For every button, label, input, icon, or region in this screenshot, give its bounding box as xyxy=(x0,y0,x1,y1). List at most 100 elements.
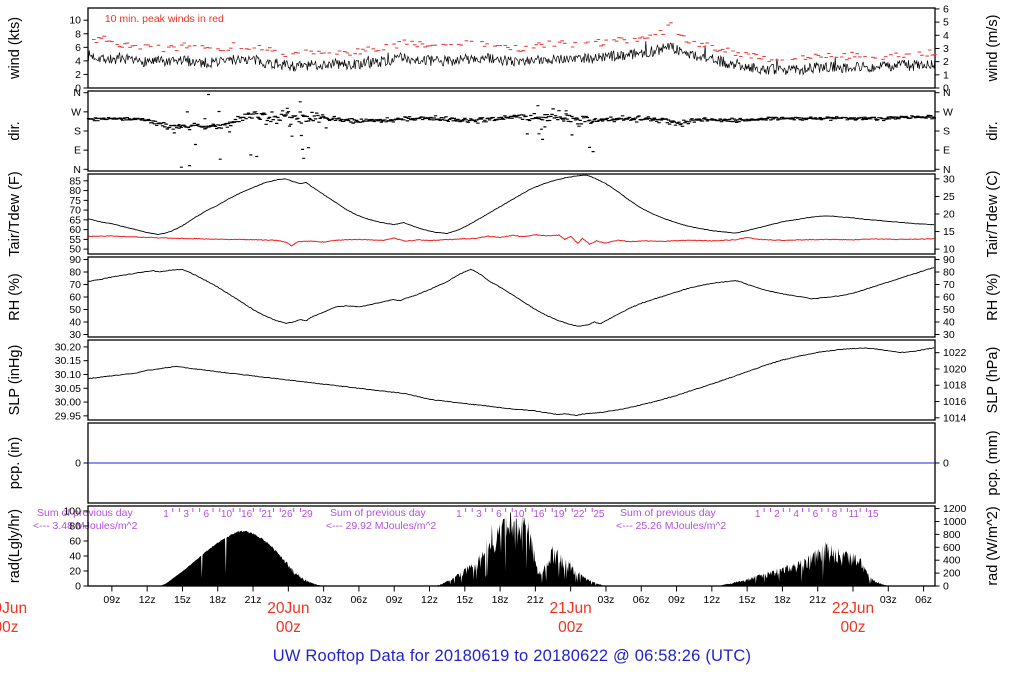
x-tick-label: 21z xyxy=(809,594,826,606)
series-solar-day1 xyxy=(160,530,324,586)
y-tick-label: 400 xyxy=(943,555,961,567)
y-tick-label: 30 xyxy=(943,329,955,341)
axis-title-right: pcp. (mm) xyxy=(985,430,1001,495)
y-tick-label: 50 xyxy=(943,304,955,316)
sum-previous-day-value: <--- 29.92 MJoules/m^2 xyxy=(326,520,436,532)
series-wind-direction xyxy=(86,93,936,168)
cumulative-energy-label: 22 xyxy=(573,509,585,520)
y-tick-label: 60 xyxy=(69,292,81,304)
panel-frame xyxy=(87,90,936,172)
axis-title-left: RH (%) xyxy=(7,273,23,321)
cumulative-energy-label: 15 xyxy=(867,509,879,520)
cumulative-energy-label: 29 xyxy=(302,509,314,520)
y-tick-label: 30.00 xyxy=(55,397,81,409)
y-tick-label: 40 xyxy=(943,317,955,329)
x-tick-label: 18z xyxy=(774,594,791,606)
x-tick-label: 09z xyxy=(103,594,120,606)
cumulative-energy-label: 19 xyxy=(553,509,565,520)
x-tick-label: 12z xyxy=(703,594,720,606)
y-tick-label: 3 xyxy=(943,43,949,55)
y-tick-label: 60 xyxy=(69,224,81,236)
y-tick-label: 80 xyxy=(69,185,81,197)
sum-previous-day-label: Sum of previous day xyxy=(330,507,426,519)
axis-title-right: SLP (hPa) xyxy=(985,347,1001,414)
day-label-hour: 00z xyxy=(0,619,19,636)
y-tick-label: 90 xyxy=(943,254,955,266)
cumulative-energy-label: 4 xyxy=(793,509,799,520)
y-tick-label: 4 xyxy=(943,30,949,42)
axis-title-left: pcp. (in) xyxy=(7,437,23,489)
y-tick-label: 1200 xyxy=(943,503,967,515)
series-wind-peaks xyxy=(92,22,937,63)
cumulative-energy-label: 16 xyxy=(533,509,545,520)
rad-annotations: 1 3 6 10 16 21 26 29 1 3 6 10 16 19 22 25 1 2 4 6 8 11 15 Sum o… xyxy=(33,507,879,532)
axis-title-left: dir. xyxy=(7,121,23,140)
y-tick-label: 1014 xyxy=(943,412,967,424)
y-tick-label: 6 xyxy=(75,42,81,54)
series-wind-avg xyxy=(88,41,936,76)
series-solar-day2 xyxy=(435,511,606,586)
y-tick-label: S xyxy=(74,126,81,138)
y-tick-label: 10 xyxy=(943,244,955,256)
panel-pcp: 0 0 pcp. (in) pcp. (mm) xyxy=(7,422,1001,504)
x-axis: 09z 12z 15z 18z 21z 03z 06z 09z 12z 15z 18z 21z 03z 0… xyxy=(0,586,932,636)
y-tick-label: 8 xyxy=(75,28,81,40)
y-tick-label: 1022 xyxy=(943,347,967,359)
day-label-hour: 00z xyxy=(558,619,583,636)
axis-title-right: dir. xyxy=(985,121,1001,140)
y-tick-label: 0 xyxy=(75,581,81,593)
x-tick-label: 15z xyxy=(739,594,756,606)
y-tick-label: 40 xyxy=(69,317,81,329)
y-tick-label: 80 xyxy=(69,520,81,532)
cumulative-energy-label: 1 xyxy=(456,509,462,520)
y-tick-label: 600 xyxy=(943,542,961,554)
x-tick-label: 18z xyxy=(209,594,226,606)
y-tick-label: 0 xyxy=(943,581,949,593)
y-tick-label: 30.10 xyxy=(55,369,81,381)
y-tick-label: 90 xyxy=(69,254,81,266)
x-tick-label: 03z xyxy=(597,594,614,606)
cumulative-energy-label: 6 xyxy=(813,509,819,520)
y-tick-label: 2 xyxy=(943,56,949,68)
y-tick-label: 800 xyxy=(943,529,961,541)
panel-frame xyxy=(87,339,936,421)
y-tick-label: N xyxy=(943,87,951,99)
y-tick-label: 1000 xyxy=(943,516,967,528)
y-tick-label: 70 xyxy=(69,205,81,217)
y-tick-label: 40 xyxy=(69,550,81,562)
axis-title-right: rad (W/m^2) xyxy=(985,506,1001,585)
y-tick-label: 29.95 xyxy=(55,410,81,422)
y-tick-label: N xyxy=(73,164,81,176)
x-tick-label: 15z xyxy=(456,594,473,606)
y-tick-label: N xyxy=(73,87,81,99)
y-tick-label: E xyxy=(74,145,81,157)
x-tick-label: 15z xyxy=(174,594,191,606)
panel-frame xyxy=(87,256,936,338)
y-tick-label: 0 xyxy=(943,458,949,470)
y-tick-label: 25 xyxy=(943,191,955,203)
cumulative-energy-label: 1 xyxy=(163,509,169,520)
axis-title-left: rad(Lgly/hr) xyxy=(7,509,23,583)
y-tick-label: 70 xyxy=(69,279,81,291)
day-label-hour: 00z xyxy=(276,619,301,636)
y-tick-label: E xyxy=(943,145,950,157)
series-slp xyxy=(88,347,935,416)
cumulative-energy-label: 3 xyxy=(183,509,189,520)
cumulative-energy-label: 3 xyxy=(476,509,482,520)
y-tick-label: 30 xyxy=(943,173,955,185)
y-tick-label: 55 xyxy=(69,234,81,246)
cumulative-energy-label: 11 xyxy=(849,509,860,520)
x-tick-label: 06z xyxy=(915,594,932,606)
y-tick-label: 1016 xyxy=(943,396,967,408)
panel-frame xyxy=(87,173,936,255)
cumulative-energy-label: 21 xyxy=(261,509,273,520)
y-tick-label: 20 xyxy=(943,209,955,221)
y-tick-label: 1018 xyxy=(943,380,967,392)
cumulative-energy-label: 26 xyxy=(281,509,293,520)
cumulative-energy-label: 16 xyxy=(241,509,253,520)
